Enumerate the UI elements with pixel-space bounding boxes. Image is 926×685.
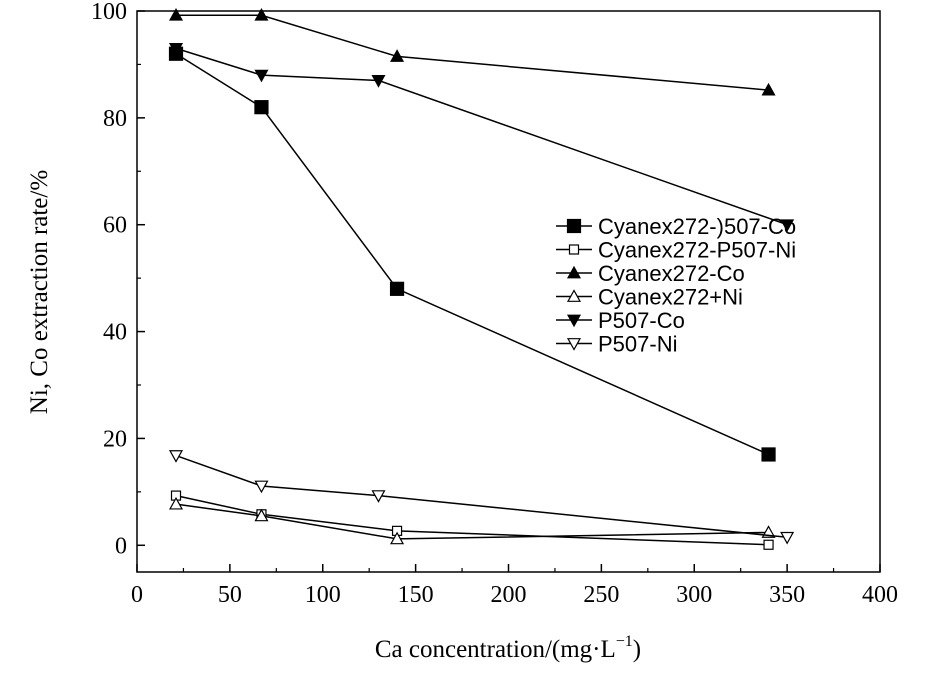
data-point — [761, 82, 776, 96]
x-tick-label: 200 — [491, 582, 527, 608]
legend-item: Cyanex272+Ni — [556, 285, 743, 310]
x-axis-title: Ca concentration/(mg·L−1) — [375, 633, 641, 663]
legend-item: Cyanex272-Co — [556, 261, 745, 286]
y-tick-label: 60 — [103, 213, 127, 239]
legend-label: Cyanex272-)507-Co — [598, 214, 796, 239]
data-point — [168, 496, 184, 510]
legend-marker — [566, 314, 582, 328]
series-line — [175, 494, 769, 546]
legend-marker — [566, 289, 582, 302]
legend-item: Cyanex272-P507-Ni — [556, 238, 796, 263]
series-1 — [168, 46, 776, 462]
data-point — [168, 8, 184, 21]
series-3 — [168, 8, 776, 96]
data-point — [168, 42, 184, 56]
series-line — [175, 454, 788, 539]
series-line — [176, 14, 769, 91]
legend-marker — [568, 244, 580, 255]
y-tick-label: 0 — [115, 533, 127, 559]
data-point — [761, 447, 776, 462]
data-point — [780, 219, 795, 232]
legend-item: P507-Ni — [556, 332, 677, 357]
y-tick-label: 40 — [103, 320, 127, 346]
x-axis-ticks: 0 50 100 150 200 250 300 350 400 — [131, 564, 898, 608]
data-point — [389, 281, 405, 296]
data-point — [254, 480, 269, 494]
legend: Cyanex272-)507-CoCyanex272-P507-NiCyanex… — [556, 214, 796, 357]
legend-item: P507-Co — [556, 308, 685, 333]
x-tick-label: 400 — [862, 582, 898, 608]
legend-label: Cyanex272-Co — [598, 261, 745, 286]
y-tick-label: 20 — [103, 426, 127, 452]
data-point — [168, 450, 184, 463]
data-point — [780, 531, 795, 545]
legend-item: Cyanex272-)507-Co — [556, 214, 796, 239]
data-point — [390, 49, 405, 62]
data-point — [254, 508, 269, 522]
legend-label: Cyanex272+Ni — [598, 285, 743, 310]
legend-label: P507-Co — [598, 308, 685, 333]
x-tick-label: 0 — [131, 582, 143, 608]
x-tick-label: 50 — [218, 582, 242, 608]
series-6 — [168, 450, 795, 545]
series-layer — [168, 8, 795, 550]
x-tick-label: 250 — [583, 582, 619, 608]
y-tick-label: 100 — [91, 0, 127, 25]
legend-marker — [566, 265, 582, 279]
y-axis-title: Ni, Co extraction rate/% — [26, 170, 53, 414]
series-line — [175, 53, 769, 456]
legend-marker — [566, 218, 582, 234]
series-5 — [168, 42, 795, 232]
legend-marker — [566, 338, 582, 351]
legend-label: P507-Ni — [598, 332, 677, 357]
data-point — [254, 69, 269, 83]
x-tick-label: 150 — [398, 582, 434, 608]
data-point — [763, 539, 774, 550]
data-point — [254, 100, 269, 115]
y-tick-label: 80 — [103, 106, 127, 132]
data-point — [371, 490, 386, 503]
x-tick-label: 350 — [769, 582, 805, 608]
y-axis-ticks: 0 20 40 60 80 100 — [91, 0, 145, 559]
data-point — [371, 75, 386, 88]
data-point — [390, 531, 405, 545]
x-tick-label: 300 — [676, 582, 712, 608]
data-point — [254, 8, 269, 21]
series-line — [175, 503, 769, 540]
series-line — [175, 47, 788, 226]
legend-label: Cyanex272-P507-Ni — [598, 238, 796, 263]
x-tick-label: 100 — [305, 582, 341, 608]
